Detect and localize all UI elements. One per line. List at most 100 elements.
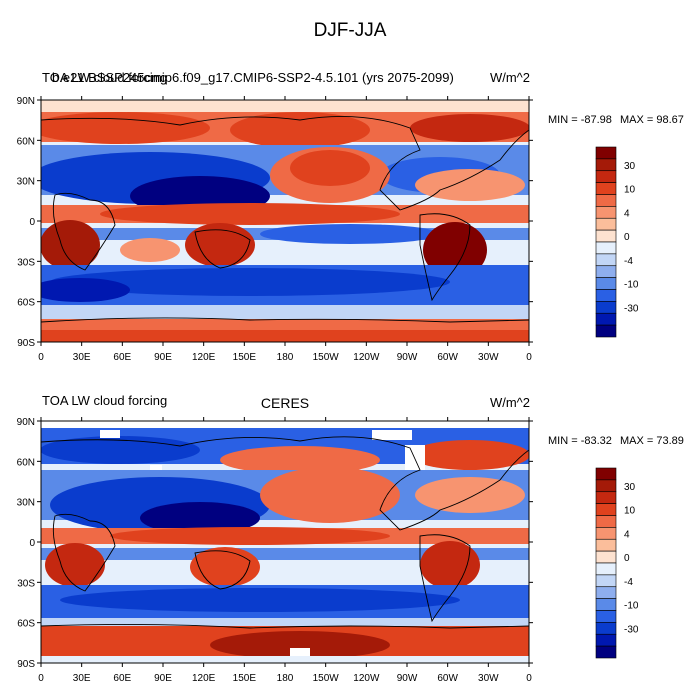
- panel1-lat-label: 60S: [17, 298, 35, 309]
- panel2-lon-label: 0: [38, 673, 44, 684]
- panel1-colorbar-swatch: [595, 241, 617, 255]
- panel2-colorbar-swatch: [595, 610, 617, 623]
- panel2-colorbar-swatch: [595, 515, 617, 528]
- panel1-lon-label: 90E: [154, 352, 172, 363]
- panel1-colorbar-swatch: [595, 324, 617, 338]
- panel1-colorbar: 30 10 4 0 -4 -10 -30: [595, 146, 639, 338]
- panel1-colorbar-swatch: [595, 277, 617, 290]
- panel2-lon-label: 90E: [154, 673, 172, 684]
- panel1-min-label: MIN = -87.98: [548, 114, 612, 126]
- panel2-colorbar-swatch: [595, 479, 617, 493]
- panel2-map: [40, 420, 530, 664]
- panel2-colorbar: 30 10 4 0 -4 -10 -30: [595, 467, 639, 659]
- panel1-lat-label: 60N: [17, 136, 35, 147]
- panel1-lon-label: 180: [277, 352, 294, 363]
- panel2-colorbar-label: 0: [624, 553, 630, 564]
- panel2-lon-label: 30W: [478, 673, 499, 684]
- panel2-lon-label: 150W: [313, 673, 340, 684]
- panel2-units: W/m^2: [489, 395, 530, 410]
- panel2-max-label: MAX = 73.89: [620, 435, 684, 447]
- panel1-lon-label: 0: [526, 352, 532, 363]
- panel1-colorbar-swatch: [595, 265, 617, 278]
- panel2-center-title: CERES: [260, 395, 310, 411]
- panel1-lon-label: 60E: [113, 352, 131, 363]
- panel2-lon-label: 0: [526, 673, 532, 684]
- panel2-colorbar-swatch: [595, 622, 617, 635]
- panel2-lon-label: 60W: [437, 673, 458, 684]
- panel1-colorbar-swatch: [595, 312, 617, 326]
- panel1-colorbar-swatch: [595, 253, 617, 267]
- panel2-colorbar-label: 30: [624, 482, 636, 493]
- panel2-lon-label: 150E: [233, 673, 257, 684]
- panel2-lon-label: 30E: [73, 673, 91, 684]
- panel1-field: [41, 100, 529, 342]
- panel1-lat-label: 90N: [17, 96, 35, 107]
- panel1-colorbar-label: -30: [624, 303, 639, 314]
- panel2-lon-label: 120W: [353, 673, 380, 684]
- panel2-colorbar-swatch: [595, 598, 617, 611]
- panel1-colorbar-label: -4: [624, 256, 633, 267]
- panel2-lat-label: 30S: [17, 578, 35, 589]
- panel1-lat-label: 0: [29, 217, 35, 228]
- panel1-lon-label: 120E: [192, 352, 216, 363]
- panel1-colorbar-swatch: [595, 194, 617, 207]
- panel1-lon-label: 60W: [437, 352, 458, 363]
- panel1-case-title: b.e21.BSSP245cmip6.f09_g17.CMIP6-SSP2-4.…: [52, 70, 454, 85]
- panel2-colorbar-swatch: [595, 574, 617, 588]
- panel1-lon-label: 150E: [233, 352, 257, 363]
- panel1-colorbar-swatch: [595, 182, 617, 195]
- panel1-colorbar-swatch: [595, 289, 617, 302]
- panel2-colorbar-swatch: [595, 633, 617, 647]
- panel1-colorbar-swatch: [595, 146, 617, 160]
- panel2-colorbar-label: 10: [624, 506, 636, 517]
- panel2-colorbar-swatch: [595, 645, 617, 659]
- panel1-lon-label: 120W: [353, 352, 380, 363]
- panel1-colorbar-swatch: [595, 217, 617, 231]
- panel1-colorbar-swatch: [595, 229, 617, 243]
- panel1-lon-label: 30E: [73, 352, 91, 363]
- panel1-colorbar-swatch: [595, 301, 617, 314]
- panel1-colorbar-label: 30: [624, 161, 636, 172]
- panel2-lat-label: 0: [29, 538, 35, 549]
- panel2-lat-label: 60N: [17, 457, 35, 468]
- panel1-colorbar-swatch: [595, 206, 617, 219]
- panel2-lon-label: 180: [277, 673, 294, 684]
- panel1-map: [40, 99, 530, 343]
- panel2-colorbar-swatch: [595, 503, 617, 516]
- panel2-lat-label: 90S: [17, 659, 35, 670]
- panel2-lat-label: 30N: [17, 498, 35, 509]
- panel2-colorbar-swatch: [595, 491, 617, 504]
- panel1-left-title: TOA LW cloud forcing: [42, 70, 168, 85]
- panel1-colorbar-label: -10: [624, 280, 639, 291]
- panel2-lat-label: 60S: [17, 619, 35, 630]
- panel2-colorbar-label: -30: [624, 624, 639, 635]
- panel2-lon-label: 60E: [113, 673, 131, 684]
- panel1-lon-label: 30W: [478, 352, 499, 363]
- panel2-colorbar-swatch: [595, 550, 617, 564]
- panel1-lat-label: 30S: [17, 257, 35, 268]
- panel1-lon-label: 90W: [397, 352, 418, 363]
- panel1-units: W/m^2: [489, 70, 530, 85]
- panel2-colorbar-swatch: [595, 562, 617, 576]
- panel2-colorbar-label: -4: [624, 577, 633, 588]
- panel1-colorbar-label: 4: [624, 208, 630, 219]
- panel1-lat-label: 30N: [17, 177, 35, 188]
- panel1-lon-label: 150W: [313, 352, 340, 363]
- panel2-colorbar-swatch: [595, 527, 617, 540]
- panel1-colorbar-swatch: [595, 158, 617, 172]
- panel2-lon-label: 120E: [192, 673, 216, 684]
- panel1-lat-label: 90S: [17, 338, 35, 349]
- panel1-axes: 90N 60N 30N 0 30S 60S 90S 0 30E 60E 90E 120E 150E 180…: [17, 96, 533, 363]
- panel2-left-title: TOA LW cloud forcing: [42, 393, 168, 408]
- panel2-min-label: MIN = -83.32: [548, 435, 612, 447]
- panel1-max-label: MAX = 98.67: [620, 114, 684, 126]
- figure-title: DJF-JJA: [313, 20, 387, 41]
- panel1-colorbar-label: 10: [624, 185, 636, 196]
- panel2-colorbar-swatch: [595, 586, 617, 599]
- panel2-colorbar-swatch: [595, 538, 617, 552]
- panel2-lat-label: 90N: [17, 417, 35, 428]
- panel2-colorbar-label: 4: [624, 529, 630, 540]
- panel1-colorbar-swatch: [595, 170, 617, 183]
- panel2-lon-label: 90W: [397, 673, 418, 684]
